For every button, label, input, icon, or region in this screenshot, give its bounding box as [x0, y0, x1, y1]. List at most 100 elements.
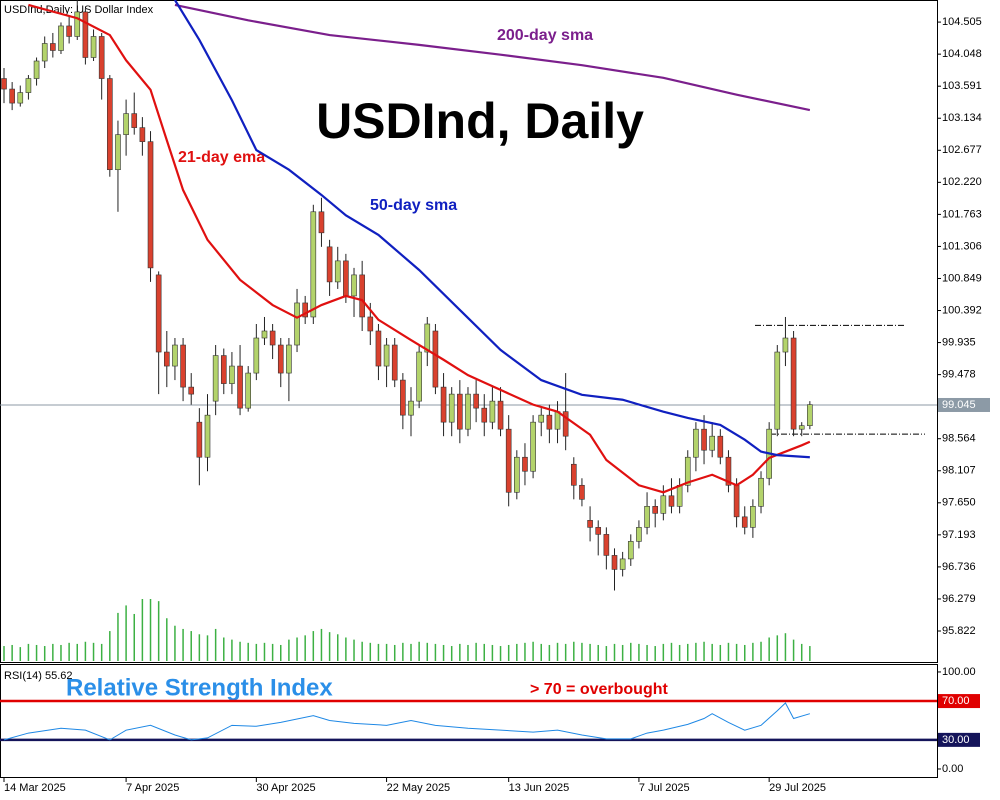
candle-body — [424, 323, 431, 353]
y-tick-label: 95.822 — [942, 625, 976, 637]
candle-body — [660, 495, 667, 514]
x-tick-label: 7 Apr 2025 — [126, 782, 179, 794]
candle-body — [41, 43, 48, 62]
candle-body — [676, 484, 683, 507]
x-tick-label: 13 Jun 2025 — [509, 782, 570, 794]
candle-body — [33, 60, 40, 79]
candle-body — [261, 330, 268, 339]
candle-body — [196, 421, 203, 458]
candle-body — [595, 527, 602, 535]
candle-body — [603, 534, 610, 556]
candle-body — [245, 372, 251, 409]
candle-body — [172, 344, 178, 367]
y-tick-label: 102.677 — [942, 144, 982, 156]
candle-body — [58, 25, 64, 51]
moving-average — [174, 0, 810, 459]
candle-body — [457, 393, 463, 430]
x-tick-label: 22 May 2025 — [387, 782, 451, 794]
candle-body — [180, 344, 186, 388]
rsi-level-box — [938, 732, 980, 747]
candle-body — [188, 386, 195, 395]
candle-body — [310, 211, 317, 318]
candle-body — [587, 520, 593, 528]
candle-body — [546, 414, 553, 430]
candle-body — [1, 78, 7, 90]
candle-body — [74, 11, 81, 37]
overlay-label: 200-day sma — [497, 27, 593, 44]
y-tick-label: 101.306 — [942, 240, 982, 252]
candle-body — [611, 555, 618, 570]
chart-header: USDInd,Daily: US Dollar Index — [4, 4, 154, 16]
candle-body — [644, 506, 650, 528]
candle-body — [98, 36, 105, 79]
candle-body — [359, 274, 365, 318]
candle-body — [717, 435, 724, 458]
candle-body — [50, 43, 56, 51]
candle-body — [530, 421, 536, 472]
candle-body — [375, 330, 382, 367]
x-tick-label: 7 Jul 2025 — [639, 782, 690, 794]
candle-body — [522, 456, 528, 472]
candle-body — [367, 316, 374, 332]
moving-average — [28, 3, 811, 494]
candle-body — [758, 477, 764, 507]
rsi-panel — [0, 664, 938, 778]
candle-body — [579, 484, 585, 500]
y-tick-label: 96.736 — [942, 561, 976, 573]
candle-body — [505, 428, 512, 493]
x-tick-label: 29 Jul 2025 — [769, 782, 826, 794]
candle-body — [139, 127, 146, 142]
candle-body — [334, 260, 341, 283]
candle-body — [286, 344, 292, 374]
candle-body — [489, 400, 496, 423]
candle-body — [391, 344, 398, 381]
candle-body — [652, 506, 659, 514]
main-panel — [0, 0, 938, 663]
y-tick-label: 100.392 — [942, 304, 982, 316]
x-tick-label: 14 Mar 2025 — [4, 782, 66, 794]
candle-body — [473, 393, 479, 409]
candle-body — [725, 456, 732, 486]
y-tick-label: 0.00 — [942, 763, 963, 775]
rsi-title: Relative Strength Index — [66, 674, 333, 701]
candle-body — [798, 425, 805, 430]
y-tick-label: 104.048 — [942, 48, 982, 60]
chart-title: USDInd, Daily — [316, 93, 644, 149]
y-tick-label: 97.650 — [942, 497, 976, 509]
last-price-box — [938, 397, 990, 412]
y-tick-label: 103.591 — [942, 80, 982, 92]
candle-body — [9, 88, 15, 104]
candle-body — [668, 495, 675, 507]
candle-body — [82, 11, 89, 58]
y-tick-label: 100.849 — [942, 272, 982, 284]
candle-body — [212, 355, 219, 402]
candle-body — [408, 400, 414, 416]
candle-body — [701, 428, 707, 451]
candle-body — [123, 113, 129, 135]
candle-body — [220, 355, 227, 384]
rsi-level-label: 30.00 — [942, 734, 970, 746]
candle-body — [636, 527, 642, 542]
rsi-level-box — [938, 694, 980, 709]
rsi-header: RSI(14) 55.62 — [4, 670, 72, 682]
candle-body — [302, 302, 308, 318]
candle-body — [90, 36, 97, 58]
candle-body — [481, 407, 488, 423]
last-price-label: 99.045 — [942, 399, 976, 411]
y-tick-label: 97.193 — [942, 529, 976, 541]
candle-body — [627, 541, 634, 560]
candle-body — [400, 379, 406, 416]
candle-body — [570, 463, 577, 486]
candle-body — [115, 134, 121, 171]
candle-body — [741, 516, 748, 528]
candle-body — [554, 411, 561, 430]
candle-body — [147, 141, 154, 269]
candle-body — [750, 506, 756, 528]
candle-body — [326, 246, 333, 283]
y-tick-label: 103.134 — [942, 112, 982, 124]
candle-body — [294, 302, 300, 346]
candle-body — [448, 393, 455, 423]
candle-body — [229, 365, 235, 384]
y-tick-label: 99.478 — [942, 369, 976, 381]
